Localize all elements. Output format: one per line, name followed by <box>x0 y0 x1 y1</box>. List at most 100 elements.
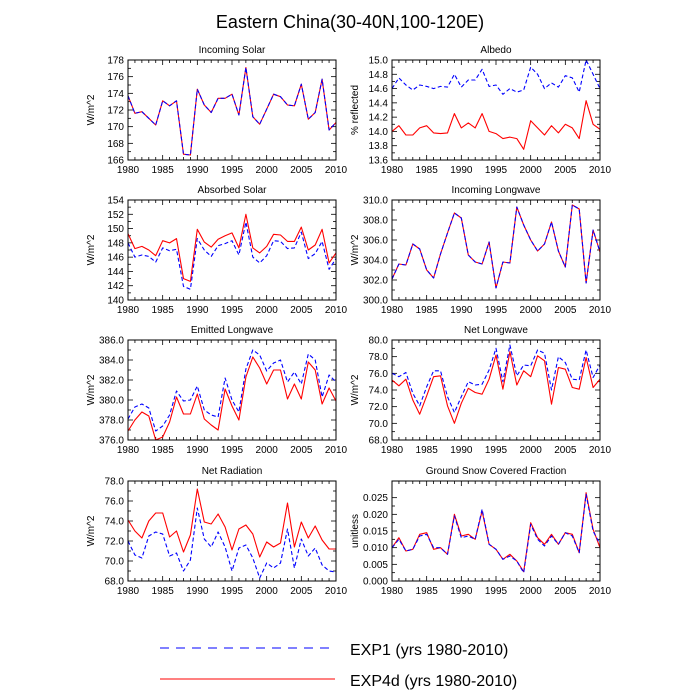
x-tick-label: 1995 <box>485 165 508 176</box>
series-line-exp4d <box>127 488 336 558</box>
legend-exp4d-label: EXP4d (yrs 1980-2010) <box>350 673 517 690</box>
x-tick-label: 1985 <box>152 586 175 597</box>
x-tick-label: 2000 <box>256 165 279 176</box>
series-line-exp1 <box>391 344 601 414</box>
series-line-exp1 <box>127 66 337 156</box>
y-tick-label: 174 <box>107 89 124 100</box>
plot-frame <box>127 339 337 441</box>
x-tick-label: 1990 <box>450 165 473 176</box>
panel-title: Emitted Longwave <box>191 325 274 336</box>
y-tick-label: 140 <box>107 296 124 307</box>
x-tick-label: 1980 <box>117 586 140 597</box>
y-tick-label: 72.0 <box>369 402 389 413</box>
x-tick-label: 1995 <box>221 586 244 597</box>
y-tick-label: 310.0 <box>363 196 388 207</box>
y-tick-label: 78.0 <box>369 352 389 363</box>
y-tick-label: 68.0 <box>105 577 125 588</box>
panel-albedo: Albedo % reflected 1980 1985 1990 1995 2000 200… <box>350 45 612 176</box>
x-tick-label: 2010 <box>589 586 612 597</box>
y-tick-label: 380.0 <box>99 396 124 407</box>
x-tick-label: 2005 <box>290 445 313 456</box>
x-tick-label: 1985 <box>416 445 439 456</box>
x-tick-label: 1990 <box>186 445 209 456</box>
y-tick-label: 304.0 <box>363 256 388 267</box>
y-tick-label: 386.0 <box>99 336 124 347</box>
plot-frame <box>127 480 337 582</box>
y-tick-label: 300.0 <box>363 296 388 307</box>
x-tick-label: 2010 <box>325 165 348 176</box>
panel-title: Absorbed Solar <box>198 185 268 196</box>
series-line-exp1 <box>391 493 601 574</box>
y-tick-label: 14.6 <box>369 84 389 95</box>
x-tick-label: 1995 <box>485 586 508 597</box>
y-tick-label: 14.0 <box>369 127 389 138</box>
panels: Incoming Solar W/m^2 1980 1985 1990 1995 2000 2… <box>86 45 612 597</box>
panel-title: Ground Snow Covered Fraction <box>426 466 567 477</box>
x-tick-label: 1980 <box>117 445 140 456</box>
panel-incoming-longwave: Incoming Longwave W/m^2 1980 1985 1990 1995 20… <box>350 185 612 316</box>
y-tick-label: 302.0 <box>363 276 388 287</box>
series-line-exp1 <box>127 221 337 290</box>
panel-title: Net Longwave <box>464 325 528 336</box>
x-tick-label: 2005 <box>290 305 313 316</box>
y-tick-label: 78.0 <box>105 477 125 488</box>
series-line-exp1 <box>391 59 601 95</box>
series-line-exp4d <box>391 351 601 424</box>
series-line-exp4d <box>391 100 601 150</box>
x-tick-label: 2000 <box>256 445 279 456</box>
y-axis-label: W/m^2 <box>86 234 97 265</box>
plot-frame <box>127 199 337 301</box>
y-tick-label: 376.0 <box>99 436 124 447</box>
y-tick-label: 384.0 <box>99 356 124 367</box>
plot-frame <box>391 59 601 161</box>
x-tick-label: 2000 <box>256 305 279 316</box>
series-line-exp4d <box>127 213 337 282</box>
y-tick-label: 76.0 <box>105 497 125 508</box>
y-axis-label: W/m^2 <box>86 374 97 405</box>
x-tick-label: 2005 <box>290 586 313 597</box>
panel-title: Incoming Solar <box>199 45 266 56</box>
x-tick-label: 2000 <box>520 165 543 176</box>
plot-frame <box>391 199 601 301</box>
plot-frame <box>391 339 601 441</box>
panel-title: Net Radiation <box>202 466 263 477</box>
legend-exp1-label: EXP1 (yrs 1980-2010) <box>350 642 508 659</box>
y-tick-label: 74.0 <box>369 386 389 397</box>
y-tick-label: 74.0 <box>105 517 125 528</box>
x-tick-label: 1995 <box>485 445 508 456</box>
x-tick-label: 1985 <box>416 305 439 316</box>
y-tick-label: 378.0 <box>99 416 124 427</box>
y-tick-label: 148 <box>107 238 124 249</box>
x-tick-label: 1990 <box>450 586 473 597</box>
plot-frame <box>127 59 337 161</box>
x-tick-label: 2010 <box>325 445 348 456</box>
y-tick-label: 14.4 <box>369 98 389 109</box>
x-tick-label: 2000 <box>520 445 543 456</box>
y-axis-label: W/m^2 <box>350 234 361 265</box>
y-tick-label: 72.0 <box>105 537 125 548</box>
x-tick-label: 1980 <box>381 165 404 176</box>
y-axis-label: % reflected <box>350 85 361 135</box>
panel-emitted-longwave: Emitted Longwave W/m^2 1980 1985 1990 1995 200… <box>86 325 348 456</box>
y-tick-label: 382.0 <box>99 376 124 387</box>
y-tick-label: 170 <box>107 122 124 133</box>
y-tick-label: 306.0 <box>363 236 388 247</box>
x-tick-label: 2000 <box>256 586 279 597</box>
y-tick-label: 178 <box>107 56 124 67</box>
x-tick-label: 1995 <box>221 305 244 316</box>
x-tick-label: 1985 <box>416 586 439 597</box>
y-tick-label: 13.8 <box>369 141 389 152</box>
x-tick-label: 2010 <box>325 305 348 316</box>
y-tick-label: 172 <box>107 106 124 117</box>
y-tick-label: 166 <box>107 156 124 167</box>
y-axis-label: W/m^2 <box>86 515 97 546</box>
y-tick-label: 0.000 <box>363 577 388 588</box>
panel-net-longwave: Net Longwave W/m^2 1980 1985 1990 1995 2000 200… <box>350 325 612 456</box>
y-tick-label: 14.8 <box>369 70 389 81</box>
y-tick-label: 76.0 <box>369 369 389 380</box>
series-line-exp1 <box>127 507 337 579</box>
x-tick-label: 1980 <box>381 586 404 597</box>
y-tick-label: 168 <box>107 139 124 150</box>
figure-title: Eastern China(30-40N,100-120E) <box>216 12 484 32</box>
x-tick-label: 1995 <box>221 165 244 176</box>
